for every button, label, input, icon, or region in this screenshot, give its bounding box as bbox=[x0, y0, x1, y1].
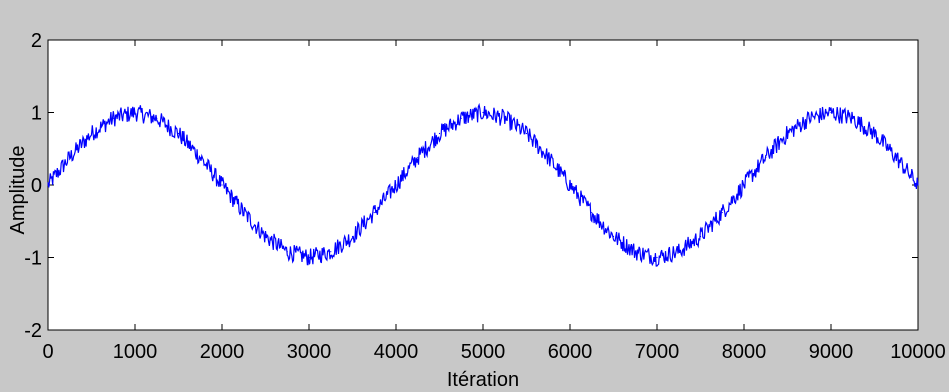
data-point bbox=[438, 132, 441, 135]
x-tick-label: 10000 bbox=[890, 341, 946, 363]
x-tick-label: 2000 bbox=[200, 341, 245, 363]
x-tick-label: 6000 bbox=[548, 341, 593, 363]
x-tick-label: 4000 bbox=[374, 341, 419, 363]
x-tick-label: 7000 bbox=[635, 341, 680, 363]
y-tick-label: 2 bbox=[31, 30, 42, 52]
series-line-0 bbox=[47, 102, 919, 267]
x-tick-label: 5000 bbox=[461, 341, 506, 363]
y-tick-label: -1 bbox=[24, 248, 42, 270]
data-point bbox=[134, 111, 136, 114]
data-point bbox=[373, 211, 375, 214]
data-point bbox=[177, 132, 180, 135]
data-point bbox=[873, 132, 876, 135]
x-tick-label: 3000 bbox=[287, 341, 332, 363]
data-point bbox=[765, 156, 767, 159]
data-point bbox=[156, 117, 158, 119]
data-point bbox=[569, 184, 571, 186]
series-group bbox=[47, 102, 919, 267]
data-point bbox=[721, 211, 723, 214]
data-point bbox=[634, 251, 636, 253]
data-point bbox=[395, 184, 397, 186]
data-point bbox=[656, 256, 658, 259]
data-point bbox=[221, 184, 223, 186]
data-point bbox=[504, 117, 506, 119]
y-tick-label: 0 bbox=[31, 175, 42, 197]
data-point bbox=[591, 211, 593, 214]
data-point bbox=[417, 156, 419, 159]
plot-area bbox=[47, 39, 919, 331]
data-point bbox=[199, 156, 201, 159]
data-point bbox=[264, 235, 267, 238]
y-axis-label: Amplitude bbox=[7, 146, 29, 235]
x-tick-label: 9000 bbox=[809, 341, 854, 363]
data-point bbox=[243, 211, 245, 214]
data-point bbox=[808, 117, 810, 119]
x-tick-label: 1000 bbox=[113, 341, 158, 363]
x-axis-label: Itération bbox=[447, 369, 519, 391]
data-point bbox=[47, 184, 49, 186]
data-point bbox=[90, 132, 93, 135]
y-tick-label: -2 bbox=[24, 320, 42, 342]
data-point bbox=[699, 235, 702, 238]
data-point bbox=[547, 156, 549, 159]
data-point bbox=[917, 184, 919, 186]
data-point bbox=[330, 251, 332, 253]
data-point bbox=[830, 111, 832, 114]
data-point bbox=[612, 235, 615, 238]
tick-labels: 0 1000 2000 3000 4000 5000 6000 7000 8000 9000 100… bbox=[24, 30, 946, 363]
x-tick-label: 8000 bbox=[722, 341, 767, 363]
data-point bbox=[112, 117, 114, 119]
data-point bbox=[786, 132, 789, 135]
data-point bbox=[852, 117, 854, 119]
data-point bbox=[69, 156, 71, 159]
data-point bbox=[286, 251, 288, 253]
data-point bbox=[351, 235, 354, 238]
data-point bbox=[895, 156, 897, 159]
data-point bbox=[743, 184, 745, 186]
data-point bbox=[525, 132, 528, 135]
data-point bbox=[460, 117, 462, 119]
data-point bbox=[482, 111, 484, 114]
data-point bbox=[308, 256, 310, 259]
axis-ticks bbox=[47, 39, 919, 331]
y-tick-label: 1 bbox=[31, 103, 42, 125]
data-point bbox=[678, 251, 680, 253]
x-tick-label: 0 bbox=[42, 341, 53, 363]
